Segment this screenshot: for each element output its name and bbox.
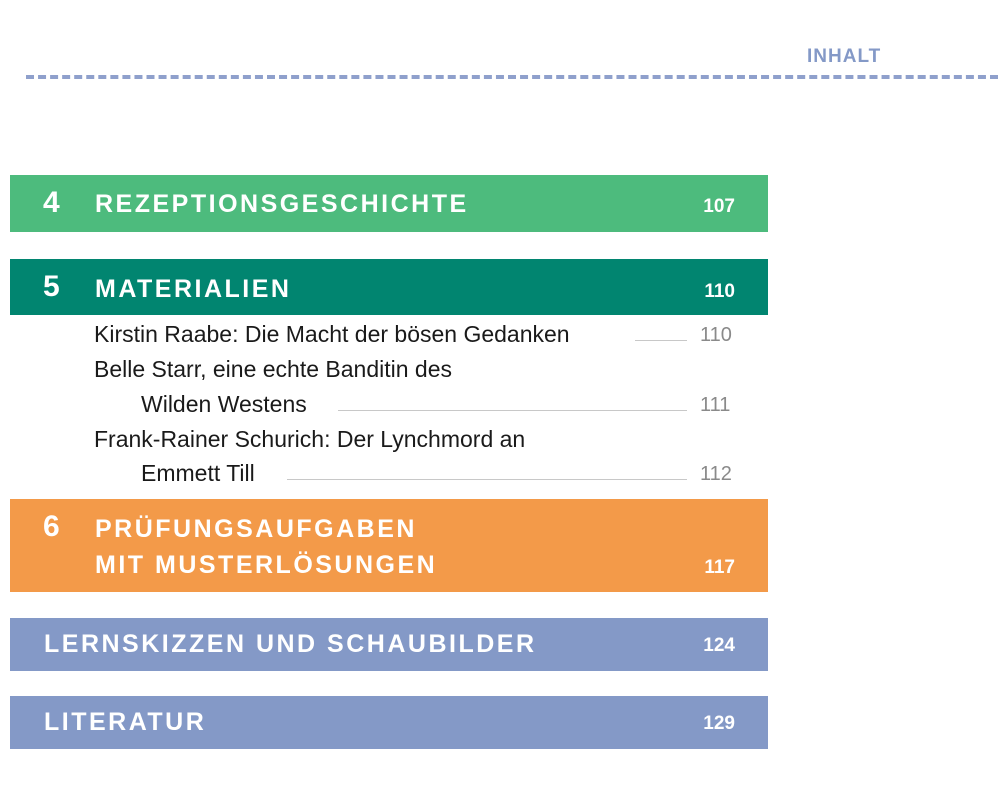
chapter-title-line-2: MIT MUSTERLÖSUNGEN xyxy=(95,551,438,579)
entry-title-line: Kirstin Raabe: Die Macht der bösen Gedan… xyxy=(94,321,570,347)
section-label: INHALT xyxy=(807,46,882,67)
appendix-page: 124 xyxy=(703,635,735,656)
chapter-6-bar[interactable]: 6 PRÜFUNGSAUFGABEN MIT MUSTERLÖSUNGEN 11… xyxy=(10,499,768,592)
dashed-divider xyxy=(26,75,998,79)
chapter-number: 5 xyxy=(43,270,60,303)
chapter-number: 4 xyxy=(43,186,60,219)
chapter-title: REZEPTIONSGESCHICHTE xyxy=(95,190,469,218)
leader-line xyxy=(338,410,687,411)
chapter-title-line-1: PRÜFUNGSAUFGABEN xyxy=(95,515,417,543)
entry-title-line: Wilden Westens xyxy=(141,391,307,417)
entry-page: 111 xyxy=(700,394,731,416)
appendix-lernskizzen-bar[interactable]: LERNSKIZZEN UND SCHAUBILDER 124 xyxy=(10,618,768,671)
entry-page: 112 xyxy=(700,463,732,485)
chapter-5-bar[interactable]: 5 MATERIALIEN 110 xyxy=(10,259,768,315)
entry-title-line: Belle Starr, eine echte Banditin des xyxy=(94,356,453,382)
appendix-title: LITERATUR xyxy=(44,708,207,736)
appendix-literatur-bar[interactable]: LITERATUR 129 xyxy=(10,696,768,749)
chapter-page: 117 xyxy=(704,557,735,578)
appendix-title: LERNSKIZZEN UND SCHAUBILDER xyxy=(44,630,537,658)
entry-page: 110 xyxy=(700,324,732,346)
chapter-page: 107 xyxy=(703,196,735,217)
leader-line xyxy=(635,340,687,341)
entry-title-line: Frank-Rainer Schurich: Der Lynchmord an xyxy=(94,426,526,452)
leader-line xyxy=(287,479,687,480)
chapter-number: 6 xyxy=(43,510,60,543)
chapter-4-bar[interactable]: 4 REZEPTIONSGESCHICHTE 107 xyxy=(10,175,768,232)
entry-title-line: Emmett Till xyxy=(141,460,255,486)
chapter-title: MATERIALIEN xyxy=(95,275,292,303)
chapter-page: 110 xyxy=(704,281,735,302)
appendix-page: 129 xyxy=(703,713,735,734)
